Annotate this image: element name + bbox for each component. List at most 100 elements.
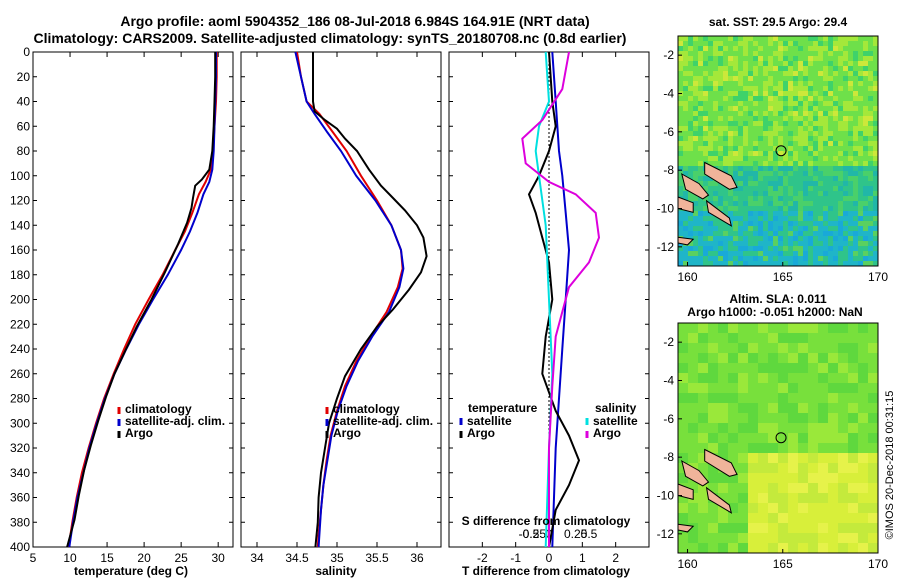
map-cell: [693, 96, 699, 102]
map-cell: [778, 86, 784, 92]
map-cell: [758, 106, 764, 112]
map-cell: [753, 171, 759, 177]
map-cell: [708, 231, 714, 237]
map-cell: [838, 206, 844, 212]
map-cell: [728, 86, 734, 92]
map-cell: [723, 61, 729, 67]
map-cell: [678, 106, 684, 112]
map-cell: [838, 373, 849, 384]
map-cell: [828, 413, 839, 424]
map-cell: [753, 41, 759, 47]
map-cell: [708, 246, 714, 252]
map-cell: [853, 126, 859, 132]
map-cell: [803, 201, 809, 207]
map-cell: [708, 41, 714, 47]
map-cell: [733, 196, 739, 202]
map-cell: [828, 261, 834, 267]
map-cell: [848, 186, 854, 192]
map-cell: [728, 493, 739, 504]
map-cell: [713, 186, 719, 192]
map-cell: [818, 393, 829, 404]
map-cell: [738, 41, 744, 47]
map-cell: [768, 186, 774, 192]
map-cell: [713, 151, 719, 157]
map-cell: [678, 151, 684, 157]
map-cell: [783, 251, 789, 257]
map-cell: [748, 473, 759, 484]
map-cell: [848, 473, 859, 484]
map-cell: [723, 211, 729, 217]
map-cell: [873, 96, 879, 102]
map-cell: [683, 161, 689, 167]
map-cell: [803, 101, 809, 107]
map-cell: [788, 403, 799, 414]
map-cell: [703, 46, 709, 52]
map-cell: [803, 96, 809, 102]
map-cell: [808, 41, 814, 47]
map-cell: [758, 76, 764, 82]
map-cell: [698, 241, 704, 247]
map-cell: [768, 533, 779, 544]
map-cell: [828, 126, 834, 132]
map-cell: [798, 393, 809, 404]
map-cell: [748, 453, 759, 464]
map-cell: [698, 221, 704, 227]
map-cell: [708, 141, 714, 147]
map-cell: [818, 333, 829, 344]
map-cell: [788, 51, 794, 57]
map-cell: [818, 241, 824, 247]
map-cell: [758, 161, 764, 167]
map-cell: [713, 101, 719, 107]
map-cell: [828, 56, 834, 62]
map-cell: [863, 186, 869, 192]
map-cell: [728, 81, 734, 87]
map-cell: [738, 363, 749, 374]
map-cell: [853, 186, 859, 192]
map-cell: [858, 106, 864, 112]
map-cell: [688, 533, 699, 544]
map-cell: [733, 56, 739, 62]
map-cell: [713, 251, 719, 257]
map-cell: [798, 176, 804, 182]
map-cell: [808, 121, 814, 127]
map-cell: [798, 216, 804, 222]
map-cell: [828, 513, 839, 524]
map-cell: [778, 171, 784, 177]
map-cell: [868, 131, 874, 137]
map-cell: [733, 161, 739, 167]
x-tick-label: 5: [30, 551, 37, 565]
map-cell: [868, 101, 874, 107]
depth-tick-label: 400: [10, 540, 30, 554]
map-cell: [748, 241, 754, 247]
map-cell: [858, 86, 864, 92]
map-cell: [703, 261, 709, 267]
map-cell: [778, 196, 784, 202]
map-cell: [773, 166, 779, 172]
map-cell: [733, 231, 739, 237]
map-cell: [808, 463, 819, 474]
map-cell: [853, 46, 859, 52]
map-cell: [813, 141, 819, 147]
map-cell: [828, 211, 834, 217]
map-cell: [808, 241, 814, 247]
map-cell: [868, 36, 874, 42]
map-cell: [768, 51, 774, 57]
map-cell: [728, 246, 734, 252]
map-cell: [683, 116, 689, 122]
map-cell: [733, 51, 739, 57]
map-cell: [683, 261, 689, 267]
map-cell: [818, 46, 824, 52]
map-cell: [693, 56, 699, 62]
map-cell: [753, 86, 759, 92]
map-cell: [763, 161, 769, 167]
map-cell: [718, 393, 729, 404]
map-cell: [773, 41, 779, 47]
map-cell: [778, 246, 784, 252]
map-cell: [808, 66, 814, 72]
map-cell: [763, 216, 769, 222]
map-cell: [858, 473, 869, 484]
map-cell: [788, 231, 794, 237]
map-cell: [773, 66, 779, 72]
map-cell: [813, 131, 819, 137]
map-cell: [833, 166, 839, 172]
